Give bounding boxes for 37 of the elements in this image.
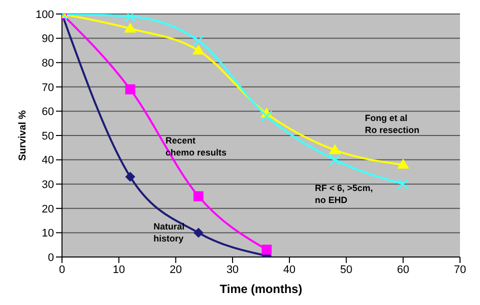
y-tick-label: 50 (42, 130, 54, 142)
y-tick-label: 70 (42, 82, 54, 94)
x-tick-label: 50 (340, 264, 352, 276)
point (397, 178, 409, 190)
y-tick-label: 90 (42, 33, 54, 46)
text: Fong et al Ro resection (364, 113, 420, 136)
point (397, 158, 410, 169)
point (329, 154, 341, 166)
x-tick-label: 20 (170, 264, 182, 276)
y-tick-label: 40 (42, 154, 54, 167)
x-axis-title: Time (months) (220, 282, 302, 296)
point (192, 44, 204, 54)
point (192, 34, 204, 46)
point (328, 144, 341, 154)
point (124, 22, 136, 33)
point (260, 110, 272, 122)
y-tick-label: 20 (42, 203, 54, 216)
x-tick-label: 10 (112, 264, 125, 276)
x-tick-label: 40 (283, 264, 296, 276)
y-tick-label: 100 (36, 8, 54, 21)
x-tick-label: 30 (226, 264, 239, 276)
y-tick-label: 80 (42, 58, 54, 70)
y-axis-title: Survival % (18, 110, 29, 161)
x-tick-label: 0 (58, 264, 66, 276)
point (125, 84, 136, 94)
point (262, 244, 272, 255)
x-tick-label: 70 (454, 264, 466, 276)
point (125, 172, 136, 182)
series-label: Natural history (153, 222, 184, 244)
point (193, 228, 204, 238)
point (193, 191, 204, 202)
y-tick-label: 60 (42, 106, 54, 118)
y-tick-label: 30 (42, 179, 54, 192)
y-tick-label: 0 (48, 252, 54, 264)
y-tick-label: 10 (42, 228, 54, 240)
x-tick-label: 60 (397, 264, 410, 276)
series-label: RF < 6, >5cm, no EHD (314, 182, 373, 205)
